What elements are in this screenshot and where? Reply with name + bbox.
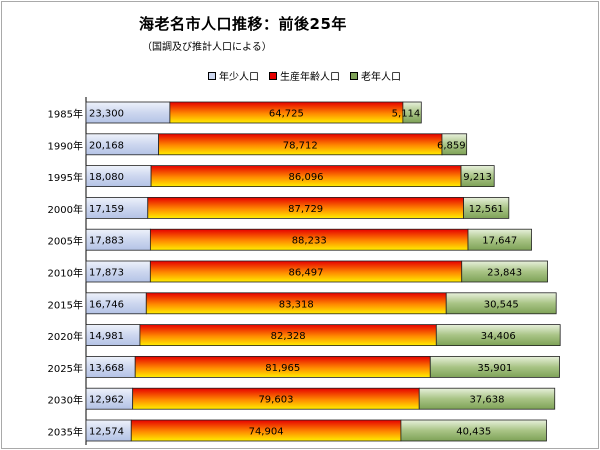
label-youth: 18,080 xyxy=(89,172,124,183)
category-label: 2010年 xyxy=(48,267,83,280)
category-label: 2005年 xyxy=(48,235,83,248)
bar-elderly xyxy=(460,165,495,188)
legend-label-youth: 年少人口 xyxy=(219,72,259,83)
label-working: 78,712 xyxy=(283,140,318,151)
label-youth: 17,159 xyxy=(89,204,124,215)
label-elderly: 30,545 xyxy=(484,299,519,310)
label-working: 64,725 xyxy=(269,109,304,120)
bar-elderly xyxy=(418,387,556,410)
label-working: 79,603 xyxy=(258,395,293,406)
label-elderly: 12,561 xyxy=(469,204,504,215)
bar-elderly xyxy=(461,260,548,283)
category-label: 1985年 xyxy=(48,108,83,121)
label-youth: 17,873 xyxy=(89,268,124,279)
category-label: 2000年 xyxy=(48,203,83,216)
bar-elderly xyxy=(445,292,557,315)
label-youth: 12,574 xyxy=(89,427,124,438)
label-youth: 16,746 xyxy=(89,299,124,310)
label-working: 86,497 xyxy=(289,268,324,279)
label-working: 82,328 xyxy=(271,331,306,342)
legend-item-youth: 年少人口 xyxy=(208,68,259,83)
legend-swatch-elderly xyxy=(350,71,358,80)
chart-title: 海老名市人口推移：前後25年 xyxy=(139,15,347,33)
legend-swatch-youth xyxy=(208,71,216,80)
label-working: 87,729 xyxy=(288,204,323,215)
label-youth: 14,981 xyxy=(89,331,124,342)
category-label: 2035年 xyxy=(48,426,83,439)
label-youth: 17,883 xyxy=(89,236,124,247)
label-elderly: 9,213 xyxy=(463,172,492,183)
label-elderly: 40,435 xyxy=(456,427,491,438)
label-elderly: 23,843 xyxy=(487,268,522,279)
label-elderly: 37,638 xyxy=(469,395,504,406)
label-working: 81,965 xyxy=(265,363,300,374)
label-elderly: 34,406 xyxy=(481,331,516,342)
legend-item-elderly: 老年人口 xyxy=(350,68,401,83)
legend-label-working: 生産年齢人口 xyxy=(280,72,340,83)
category-label: 1990年 xyxy=(48,139,83,152)
chart-subtitle: （国調及び推計人口による） xyxy=(142,42,272,53)
label-elderly: 35,901 xyxy=(477,363,512,374)
label-elderly: 17,647 xyxy=(482,236,517,247)
legend: 年少人口 生産年齢人口 老年人口 xyxy=(208,68,401,83)
label-working: 86,096 xyxy=(289,172,324,183)
label-youth: 12,962 xyxy=(89,395,124,406)
legend-item-working: 生産年齢人口 xyxy=(269,68,340,83)
legend-swatch-working xyxy=(269,71,277,80)
category-label: 2020年 xyxy=(48,330,83,343)
bar-elderly xyxy=(467,228,532,251)
label-working: 74,904 xyxy=(249,427,284,438)
category-label: 1995年 xyxy=(48,171,83,184)
bar-elderly xyxy=(435,324,561,347)
label-youth: 20,168 xyxy=(89,140,124,151)
label-youth: 23,300 xyxy=(89,109,124,120)
label-elderly: 6,859 xyxy=(437,140,466,151)
label-youth: 13,668 xyxy=(89,363,124,374)
legend-label-elderly: 老年人口 xyxy=(361,72,401,83)
label-working: 83,318 xyxy=(279,299,314,310)
label-elderly: 5,114 xyxy=(392,109,421,120)
bar-elderly xyxy=(441,133,468,156)
bar-elderly xyxy=(400,419,547,442)
category-label: 2025年 xyxy=(48,362,83,375)
bar-elderly xyxy=(402,101,422,124)
bar-elderly xyxy=(429,355,560,378)
category-label: 2015年 xyxy=(48,298,83,311)
bar-elderly xyxy=(463,196,510,219)
label-working: 88,233 xyxy=(292,236,327,247)
category-label: 2030年 xyxy=(48,394,83,407)
